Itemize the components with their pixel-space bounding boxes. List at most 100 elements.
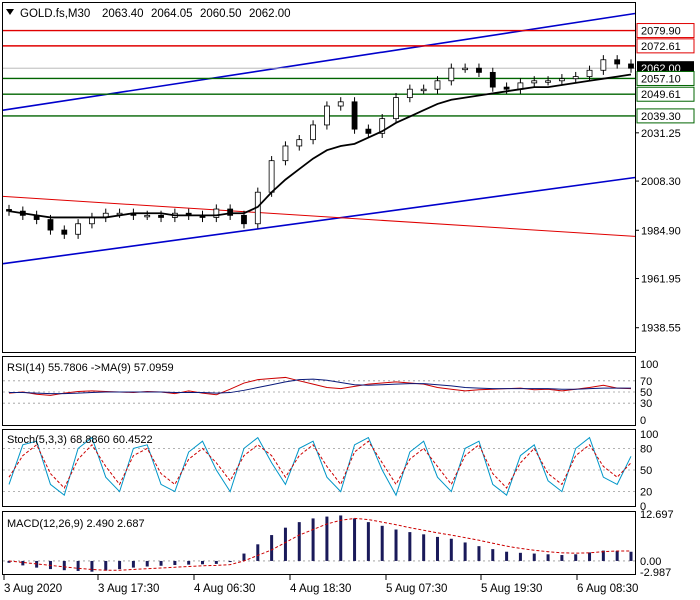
macd-histogram-bar [325,516,329,561]
panel-tick-label: -2.987 [640,567,671,579]
candle-body [600,59,607,71]
macd-histogram-bar [173,560,177,566]
candle-body [241,214,247,225]
macd-histogram-bar [270,535,274,561]
macd-histogram-bar [353,518,357,561]
candle-body [282,145,289,162]
symbol-label: GOLD.fs,M30 [20,8,90,20]
macd-histogram-bar [228,560,232,563]
macd-histogram-bar [21,560,25,566]
candle-body [324,105,330,126]
level-tag-0 [636,23,695,39]
candle-body [614,59,621,65]
level-label-1: 2072.61 [641,41,681,53]
candle-body [47,219,54,231]
channel-lower-line [2,176,636,265]
macd-histogram-bar [187,560,191,565]
time-tick-label-1: 3 Aug 17:30 [98,583,159,595]
price-tick-label-4: 1938.55 [641,323,681,335]
price-tick-label-1: 2008.30 [641,176,681,188]
collapse-triangle-icon[interactable] [6,9,14,15]
candle-body [558,78,565,82]
macd-layer: 12.697 0.00-2.987 [3,509,674,579]
macd-histogram-bar [546,554,550,561]
macd-histogram-bar [242,553,246,561]
price-axis: 2079.902072.612062.002057.102049.612039.… [635,23,695,335]
macd-histogram-bar [491,549,495,561]
macd-histogram-bar [283,527,287,561]
falling-trend-line [2,195,636,237]
panel-tick-label: 12.697 [640,509,674,521]
time-axis: 3 Aug 2020 3 Aug 17:30 4 Aug 06:30 4 Aug 18… [3,575,638,595]
candle-body [393,97,399,120]
level-label-0: 2079.90 [641,26,681,38]
macd-histogram-bar [408,532,412,561]
macd-signal-line [8,517,632,571]
candle-body [462,67,469,71]
time-tick-label-0: 3 Aug 2020 [4,583,62,595]
candle-body [75,223,82,235]
macd-histogram-bar [131,560,135,568]
panel-tick-label: 0 [640,415,646,427]
candle-body [586,69,593,77]
macd-histogram-bar [615,550,619,561]
macd-histogram-bar [601,550,605,561]
candle-body [420,88,427,92]
stoch-label: Stoch(5,3,3) 68.8860 60.4522 [7,434,153,446]
macd-histogram-bar [297,522,301,561]
macd-histogram-bar [90,560,94,572]
panel-tick-label: 100 [640,359,658,371]
price-tick-label-3: 1961.95 [641,274,681,286]
level-tag-5 [636,108,695,124]
ohlc-high: 2064.05 [151,8,193,20]
candle-body [476,67,482,73]
rsi-ma-line [9,378,631,395]
candle-body [227,208,234,216]
macd-histogram-bar [380,525,384,561]
panel-tick-label: 0.00 [640,556,661,568]
candle-body [489,71,496,88]
panel-tick-label: 30 [640,398,652,410]
macd-histogram-bar [449,538,453,561]
level-tag-3 [636,70,695,86]
time-tick-label-6: 6 Aug 08:30 [577,583,638,595]
macd-histogram-bar [62,560,66,571]
level-label-3: 2057.10 [641,73,681,85]
candle-body [158,214,164,218]
candle-body [268,160,275,193]
moving-average-line [8,73,632,219]
macd-histogram-bar [214,560,218,564]
candle-body [379,118,386,134]
macd-histogram-bar [629,551,633,561]
candle-body [337,101,344,107]
macd-histogram-bar [435,536,439,561]
candle-body [89,217,95,225]
ohlc-open: 2063.40 [102,8,144,20]
time-tick-label-5: 5 Aug 19:30 [481,583,542,595]
macd-histogram-bar [394,529,398,561]
candle-body [406,88,413,99]
macd-histogram-bar [118,560,122,570]
channel-upper-line [2,12,636,112]
time-tick-label-2: 4 Aug 06:30 [194,583,255,595]
macd-histogram-bar [201,560,205,565]
macd-histogram-bar [463,542,467,561]
macd-histogram-bar [518,552,522,561]
macd-histogram-bar [422,534,426,561]
time-tick-label-4: 5 Aug 07:30 [386,583,447,595]
price-panel-frame [2,2,636,353]
macd-histogram-bar [505,551,509,561]
macd-histogram-bar [256,544,260,561]
macd-histogram-bar [76,560,80,571]
stoch-layer: 100 80 50 20 0 [3,429,658,513]
candle-body [448,67,455,82]
macd-histogram-bar [311,518,315,561]
macd-histogram-bar [145,560,149,567]
ohlc-low: 2060.50 [200,8,242,20]
candle-body [531,80,538,84]
panel-tick-label: 50 [640,465,652,477]
panel-tick-label: 80 [640,443,652,455]
macd-histogram-bar [532,553,536,561]
panel-frames [2,2,636,575]
